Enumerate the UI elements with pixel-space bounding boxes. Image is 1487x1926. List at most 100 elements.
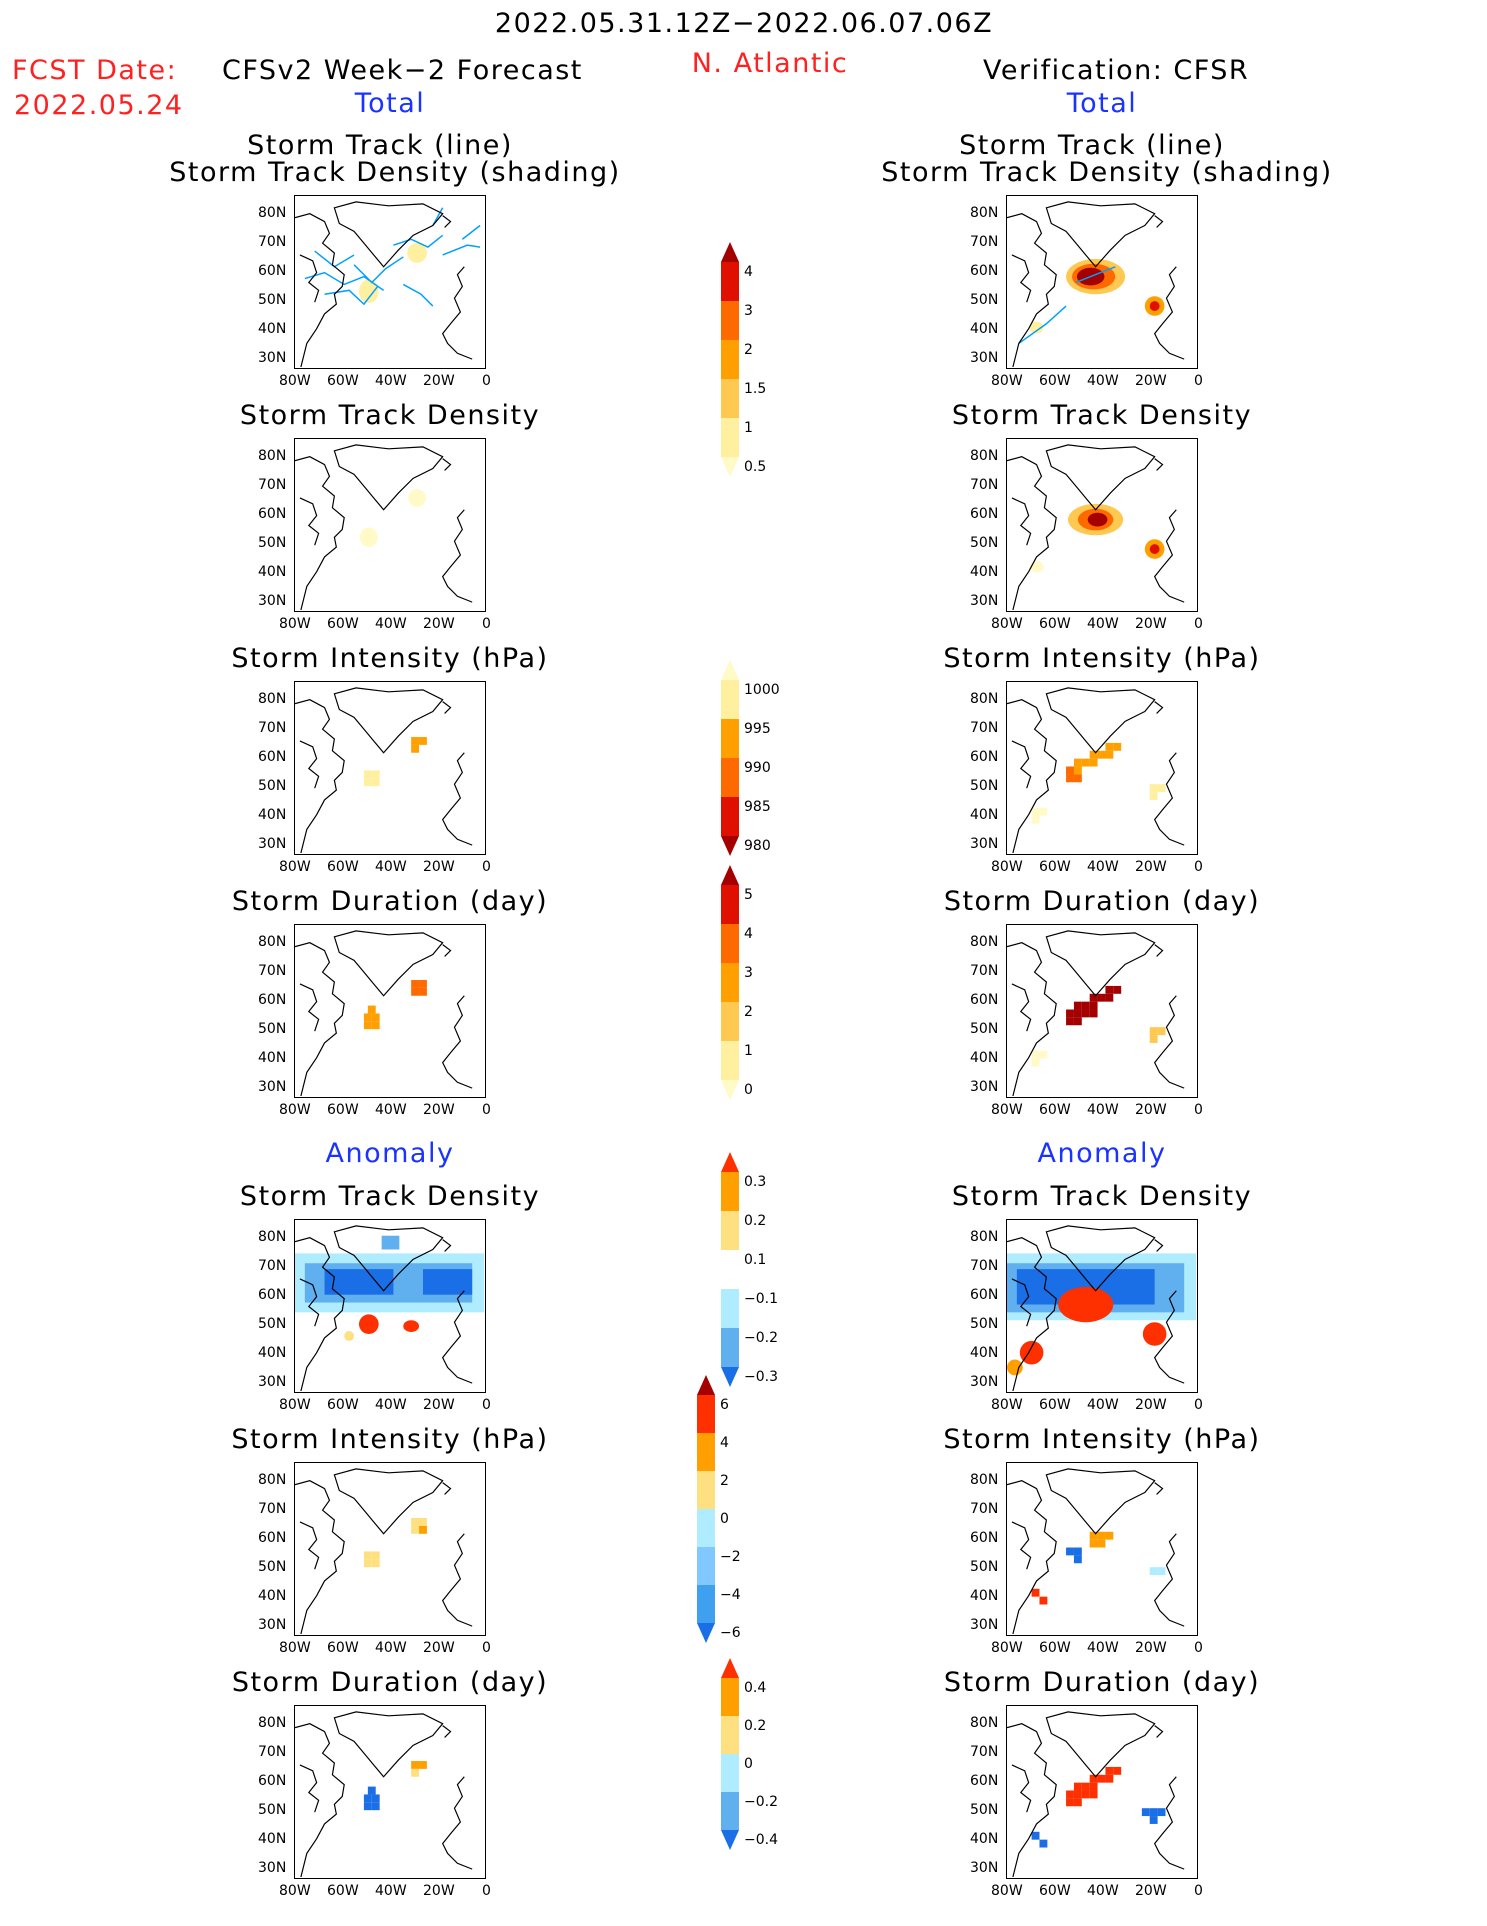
colorbar-label: 0.1 — [744, 1252, 767, 1268]
latitude-tick-label: 30N — [258, 836, 287, 852]
coastline — [441, 995, 473, 1089]
duration-anomaly-cell — [1105, 1774, 1114, 1783]
coastline — [1153, 995, 1185, 1089]
colorbar-swatch — [721, 418, 739, 457]
longitude-tick-label: 20W — [1135, 1102, 1167, 1118]
longitude-tick-label: 40W — [1087, 1640, 1119, 1656]
latitude-tick-label: 70N — [970, 720, 999, 736]
map-canvas — [294, 1468, 473, 1635]
longitude-tick-label: 60W — [327, 373, 359, 389]
latitude-tick-label: 70N — [970, 1501, 999, 1517]
verification-map-panel — [1006, 438, 1198, 612]
longitude-tick-label: 0 — [1194, 1102, 1203, 1118]
coastline — [333, 1711, 444, 1778]
coastline — [294, 1723, 345, 1878]
coastline — [1153, 1533, 1185, 1627]
verification-map-panel — [1006, 1219, 1198, 1393]
intensity-colorbar — [721, 660, 739, 856]
latitude-tick-label: 60N — [258, 506, 287, 522]
latitude-tick-label: 30N — [258, 1374, 287, 1390]
intensity-cell — [1157, 784, 1166, 793]
map-canvas — [294, 444, 473, 611]
latitude-tick-label: 30N — [970, 1374, 999, 1390]
longitude-tick-label: 40W — [375, 1102, 407, 1118]
latitude-tick-label: 40N — [258, 321, 287, 337]
colorbar-swatch — [721, 797, 739, 836]
coastline — [1154, 458, 1164, 471]
intensity-cell — [411, 737, 420, 745]
latitude-tick-label: 40N — [258, 1588, 287, 1604]
longitude-tick-label: 20W — [423, 1640, 455, 1656]
duration-anomaly-cell — [1097, 1774, 1106, 1783]
duration-anomaly-cell — [1141, 1808, 1150, 1817]
anomaly-label-left: Anomaly — [325, 1138, 455, 1169]
coastline — [1011, 497, 1032, 546]
longitude-tick-label: 20W — [423, 616, 455, 632]
coastline — [442, 458, 452, 471]
longitude-tick-label: 60W — [1039, 1397, 1071, 1413]
latitude-tick-label: 50N — [970, 1802, 999, 1818]
duration-anomaly-cell — [371, 1794, 380, 1803]
colorbar-swatch — [721, 1367, 739, 1387]
colorbar-swatch — [721, 1041, 739, 1080]
latitude-tick-label: 60N — [970, 1530, 999, 1546]
density-patch — [1149, 301, 1160, 311]
longitude-tick-label: 40W — [375, 1883, 407, 1899]
colorbar-label: 4 — [720, 1435, 729, 1451]
intensity-anomaly-cell — [363, 1551, 372, 1560]
storm-track-line — [1075, 266, 1116, 284]
colorbar-label: −4 — [720, 1587, 741, 1603]
coastline — [441, 266, 473, 360]
anomaly-blob — [358, 1314, 379, 1334]
colorbar-swatch — [721, 1328, 739, 1367]
colorbar-swatch — [697, 1375, 715, 1395]
latitude-tick-label: 60N — [970, 1287, 999, 1303]
latitude-tick-label: 40N — [970, 1831, 999, 1847]
intensity-anomaly-cell — [371, 1551, 380, 1560]
anomaly-band — [381, 1235, 400, 1250]
forecast-map-panel — [294, 924, 486, 1098]
latitude-tick-label: 50N — [970, 1021, 999, 1037]
latitude-tick-label: 80N — [258, 1715, 287, 1731]
colorbar-label: −0.4 — [744, 1832, 778, 1848]
longitude-tick-label: 80W — [991, 1640, 1023, 1656]
coastline — [333, 444, 444, 511]
latitude-tick-label: 70N — [970, 477, 999, 493]
title-duration-anom-left: Storm Duration (day) — [231, 1667, 549, 1698]
title-track-line-left: Storm Track (line) — [247, 130, 513, 161]
date-range-title: 2022.05.31.12Z−2022.06.07.06Z — [494, 8, 994, 39]
density-anomaly-colorbar — [721, 1152, 739, 1387]
map-canvas — [1006, 930, 1185, 1097]
intensity-anomaly-cell — [1073, 1547, 1082, 1556]
longitude-tick-label: 20W — [423, 1397, 455, 1413]
colorbar-label: 990 — [744, 760, 771, 776]
total-label-right: Total — [1066, 88, 1138, 119]
anomaly-blob — [344, 1331, 355, 1341]
latitude-tick-label: 40N — [258, 807, 287, 823]
coastline — [299, 1278, 320, 1327]
coastline — [294, 213, 345, 368]
map-canvas — [294, 687, 473, 854]
longitude-tick-label: 60W — [1039, 1640, 1071, 1656]
forecast-map-panel — [294, 438, 486, 612]
intensity-cell — [1105, 742, 1114, 751]
intensity-anomaly-cell — [419, 1518, 427, 1526]
map-canvas — [294, 201, 481, 368]
longitude-tick-label: 40W — [1087, 1102, 1119, 1118]
intensity-cell — [1089, 750, 1098, 759]
latitude-tick-label: 70N — [258, 963, 287, 979]
duration-anomaly-cell — [367, 1786, 376, 1795]
colorbar-label: 1000 — [744, 682, 780, 698]
longitude-tick-label: 20W — [1135, 1397, 1167, 1413]
title-intensity-right: Storm Intensity (hPa) — [943, 643, 1261, 674]
intensity-anomaly-cell — [1157, 1567, 1166, 1576]
anomaly-blob — [1142, 1322, 1167, 1346]
colorbar-label: 1 — [744, 420, 753, 436]
duration-cell — [1089, 993, 1098, 1002]
latitude-tick-label: 50N — [970, 1559, 999, 1575]
map-canvas — [1006, 687, 1185, 854]
latitude-tick-label: 30N — [258, 350, 287, 366]
colorbar-label: −0.2 — [744, 1794, 778, 1810]
coastline — [442, 215, 452, 228]
duration-cell — [1081, 1001, 1090, 1010]
